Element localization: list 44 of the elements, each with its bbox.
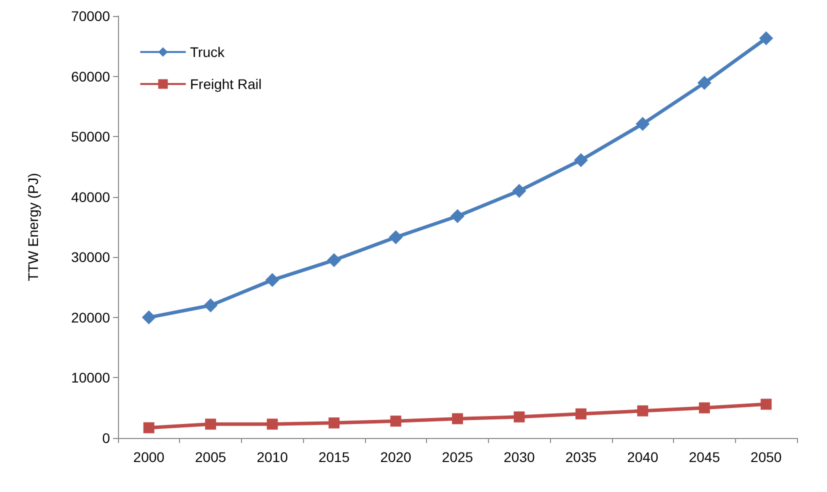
point <box>637 405 648 416</box>
point <box>388 230 403 244</box>
x-tick-label: 2050 <box>750 449 782 465</box>
y-axis-title: TTW Energy (PJ) <box>25 172 41 282</box>
y-tick-label: 20000 <box>71 309 110 326</box>
x-tick-label: 2000 <box>133 449 165 465</box>
point <box>697 76 712 90</box>
point <box>636 116 650 131</box>
point <box>450 209 464 224</box>
x-tick-label: 2035 <box>565 449 597 465</box>
legend-label: Truck <box>190 44 226 60</box>
x-tick-label: 2010 <box>256 449 288 465</box>
point <box>760 398 772 410</box>
point <box>575 408 586 420</box>
point <box>574 153 588 168</box>
y-tick-label: 10000 <box>71 370 110 386</box>
y-tick-label: 50000 <box>71 128 110 145</box>
y-tick-label: 0 <box>102 430 110 446</box>
point <box>390 416 402 427</box>
point <box>759 31 774 46</box>
point <box>205 418 216 430</box>
y-tick-label: 40000 <box>71 188 110 205</box>
point <box>327 253 342 268</box>
point <box>452 413 463 424</box>
point <box>143 422 154 434</box>
x-tick-label: 2045 <box>688 449 720 465</box>
y-tick-label: 30000 <box>71 249 110 266</box>
y-tick-label: 60000 <box>71 68 110 84</box>
x-tick-label: 2040 <box>627 449 658 465</box>
point <box>142 310 156 324</box>
x-tick-label: 2025 <box>442 449 474 465</box>
y-tick-label: 70000 <box>71 8 110 24</box>
x-tick-label: 2030 <box>504 449 536 465</box>
x-tick-label: 2005 <box>195 449 226 465</box>
point <box>266 418 278 430</box>
point <box>514 411 525 422</box>
point <box>328 417 340 428</box>
point <box>512 184 526 198</box>
point <box>265 273 280 288</box>
x-tick-label: 2020 <box>380 449 412 465</box>
point <box>698 402 710 414</box>
legend-label: Freight Rail <box>190 76 262 92</box>
x-tick-label: 2015 <box>318 449 350 465</box>
point <box>204 298 218 312</box>
